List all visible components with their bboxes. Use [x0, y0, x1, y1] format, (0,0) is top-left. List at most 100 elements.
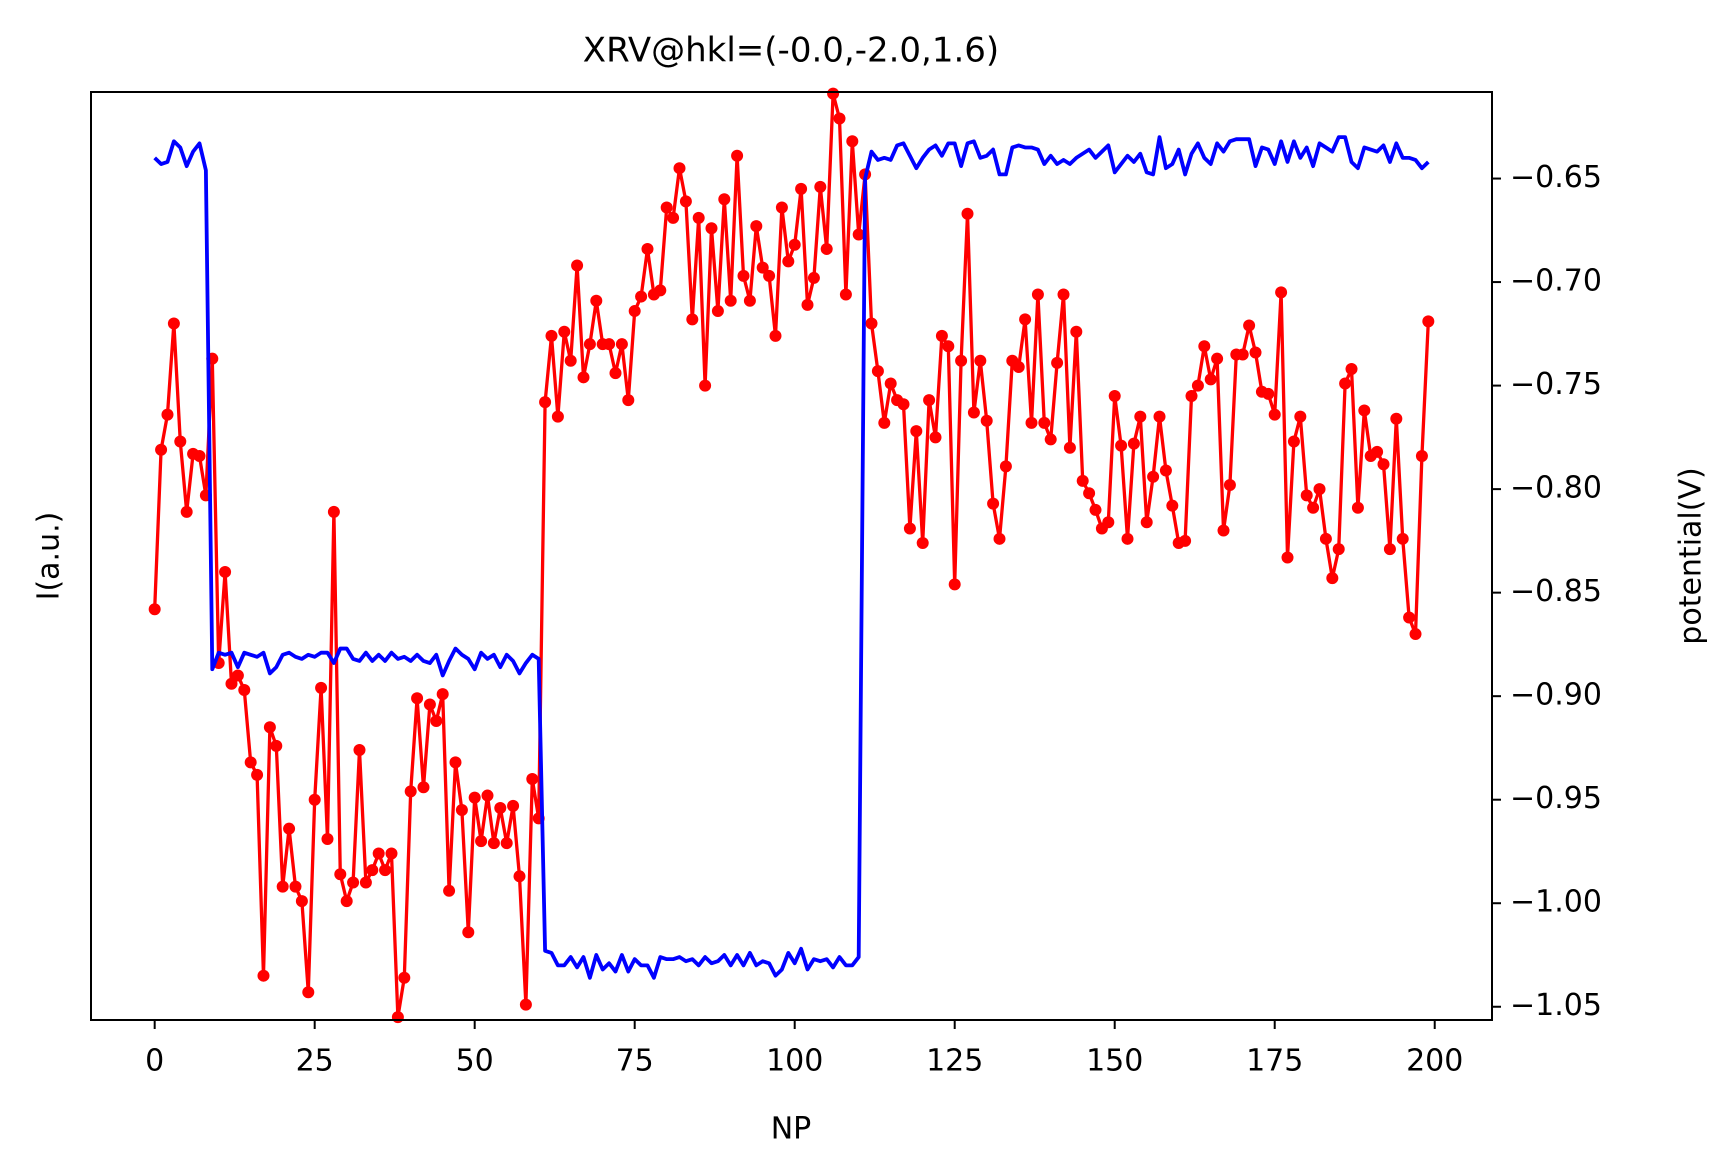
data-point	[1300, 489, 1313, 502]
y-axis-label: I(a.u.)	[32, 512, 67, 601]
data-point	[1025, 416, 1038, 429]
data-point	[724, 294, 737, 307]
data-point	[1102, 516, 1115, 529]
data-point	[967, 406, 980, 419]
data-point	[462, 926, 475, 939]
data-point	[1191, 379, 1204, 392]
data-point	[283, 822, 296, 835]
data-point	[1422, 315, 1435, 328]
data-point	[1140, 516, 1153, 529]
data-point	[417, 781, 430, 794]
data-point	[705, 222, 718, 235]
data-point	[1351, 501, 1364, 514]
data-point	[545, 329, 558, 342]
data-point	[161, 408, 174, 421]
x-tick-label: 125	[926, 1044, 983, 1079]
data-point	[692, 211, 705, 224]
data-point	[878, 416, 891, 429]
data-point	[833, 112, 846, 125]
y2-tick-label: −0.80	[1510, 471, 1602, 506]
data-point	[1217, 524, 1230, 537]
data-point	[961, 207, 974, 220]
data-point	[590, 294, 603, 307]
data-point	[359, 876, 372, 889]
data-point	[1115, 439, 1128, 452]
data-point	[494, 801, 507, 814]
data-point	[814, 180, 827, 193]
data-point	[731, 149, 744, 162]
data-point	[289, 880, 302, 893]
data-point	[398, 971, 411, 984]
data-point	[500, 837, 513, 850]
data-point	[679, 195, 692, 208]
data-point	[686, 313, 699, 326]
data-point	[935, 329, 948, 342]
data-point	[340, 895, 353, 908]
data-point	[1326, 572, 1339, 585]
series-line	[153, 92, 1430, 1019]
data-point	[795, 182, 808, 195]
data-point	[231, 669, 244, 682]
data-point	[372, 847, 385, 860]
data-point	[449, 756, 462, 769]
data-point	[391, 1011, 404, 1024]
data-point	[852, 228, 865, 241]
plot-area	[148, 87, 1435, 1024]
data-point	[916, 536, 929, 549]
data-point	[327, 505, 340, 518]
data-point	[513, 870, 526, 883]
data-point	[1313, 483, 1326, 496]
data-point	[251, 768, 264, 781]
data-point	[673, 162, 686, 175]
data-point	[1179, 534, 1192, 547]
data-point	[980, 414, 993, 427]
data-point	[1281, 551, 1294, 564]
data-point	[1415, 449, 1428, 462]
y2-tick-label: −0.85	[1510, 574, 1602, 609]
data-point	[699, 379, 712, 392]
data-point	[955, 354, 968, 367]
data-point	[1371, 445, 1384, 458]
data-point	[788, 238, 801, 251]
data-point	[660, 201, 673, 214]
data-point	[1262, 387, 1275, 400]
data-point	[1204, 373, 1217, 386]
data-point	[1339, 377, 1352, 390]
data-point	[404, 785, 417, 798]
data-point	[353, 744, 366, 757]
data-point	[334, 868, 347, 881]
data-point	[897, 398, 910, 411]
data-point	[443, 884, 456, 897]
x-tick-label: 150	[1086, 1044, 1143, 1079]
data-point	[276, 880, 289, 893]
data-point	[526, 772, 539, 785]
data-point	[827, 87, 840, 100]
data-point	[302, 986, 315, 999]
data-point	[238, 683, 251, 696]
y2-tick-label: −0.90	[1510, 678, 1602, 713]
data-point	[1063, 441, 1076, 454]
data-point	[539, 396, 552, 409]
y2-axis-label: potential(V)	[1674, 467, 1709, 644]
data-point	[763, 269, 776, 282]
y2-tick-label: −0.70	[1510, 264, 1602, 299]
x-tick-label: 175	[1246, 1044, 1303, 1079]
data-point	[468, 791, 481, 804]
data-point	[1249, 346, 1262, 359]
data-point	[750, 220, 763, 233]
data-point	[1287, 435, 1300, 448]
data-point	[174, 435, 187, 448]
data-point	[1044, 433, 1057, 446]
data-point	[1121, 532, 1134, 545]
data-point	[711, 305, 724, 318]
data-point	[519, 998, 532, 1011]
data-point	[263, 721, 276, 734]
data-point	[315, 681, 328, 694]
data-point	[1294, 410, 1307, 423]
data-point	[558, 325, 571, 338]
data-point	[583, 338, 596, 351]
data-point	[1223, 478, 1236, 491]
x-tick-label: 100	[766, 1044, 823, 1079]
data-point	[1332, 543, 1345, 556]
